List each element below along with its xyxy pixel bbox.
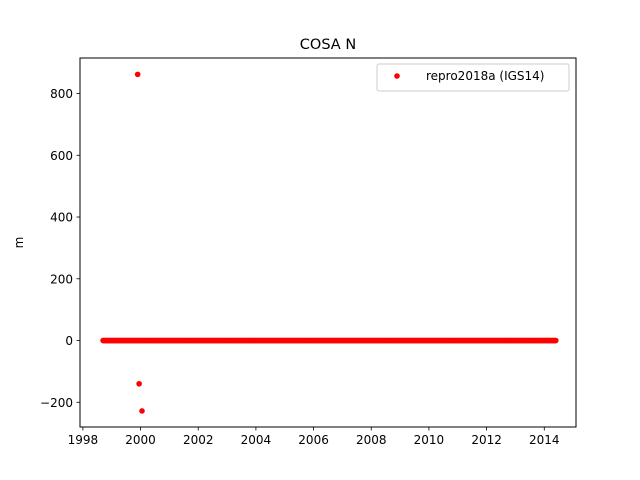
legend-box xyxy=(376,63,570,92)
data-point xyxy=(553,337,559,344)
x-tick-label: 2006 xyxy=(298,433,329,447)
x-tick-label: 2002 xyxy=(183,433,214,447)
data-point-outlier xyxy=(136,380,142,387)
x-tick-label: 2000 xyxy=(125,433,156,447)
x-tick-label: 1998 xyxy=(68,433,99,447)
series-layer xyxy=(100,71,559,414)
x-axis: 1998 2000 2002 2004 2006 2008 2010 2012 2014 xyxy=(68,427,560,447)
chart-title: COSA N xyxy=(300,37,356,53)
plot-area xyxy=(79,57,577,428)
legend-label: repro2018a (IGS14) xyxy=(426,69,544,83)
x-tick-label: 2004 xyxy=(241,433,272,447)
y-tick-label: 600 xyxy=(50,149,73,163)
y-tick-label: 800 xyxy=(50,87,73,101)
y-tick-label: −200 xyxy=(40,396,73,410)
y-axis: −200 0 200 400 600 800 xyxy=(40,87,80,410)
legend-marker xyxy=(394,73,400,79)
x-tick-label: 2012 xyxy=(471,433,502,447)
x-tick-label: 2014 xyxy=(529,433,560,447)
y-tick-label: 400 xyxy=(50,211,73,225)
y-axis-label: m xyxy=(12,237,26,249)
data-point-outlier xyxy=(134,71,141,78)
y-tick-label: 200 xyxy=(50,272,73,286)
x-tick-label: 2010 xyxy=(414,433,445,447)
x-tick-label: 2008 xyxy=(356,433,387,447)
data-point-outlier xyxy=(139,408,145,414)
legend: repro2018a (IGS14) xyxy=(376,63,570,92)
axes-frame xyxy=(79,57,577,428)
y-tick-label: 0 xyxy=(65,334,73,348)
